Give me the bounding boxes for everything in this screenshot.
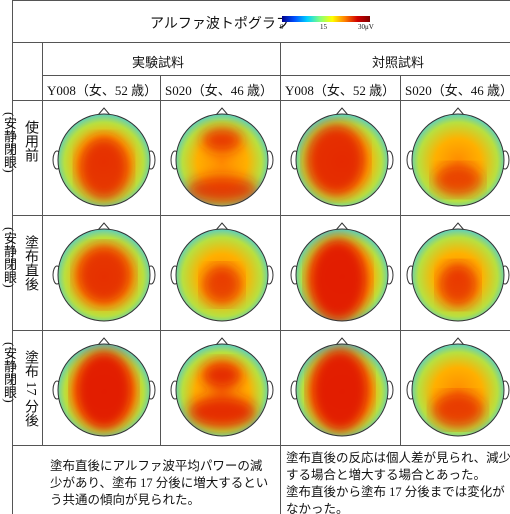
rule <box>12 100 510 101</box>
note: 塗布直後の反応は個人差が見られ、減少する場合と増大する場合とあった。 塗布直後から… <box>286 450 510 514</box>
topography-map <box>52 337 156 437</box>
group-header: 対照試料 <box>372 55 425 70</box>
topography-map <box>290 337 394 437</box>
rule <box>12 445 510 446</box>
row-label: 使用前 <box>23 120 38 162</box>
colorbar <box>282 16 370 22</box>
subject-header: S020（女、46 歳） <box>405 83 510 98</box>
subject-header: Y008（女、52 歳） <box>47 83 158 98</box>
title: アルファ波トポグラフ <box>150 17 290 32</box>
topography-map <box>52 107 156 207</box>
topography-map <box>290 107 394 207</box>
topography-map <box>406 337 510 437</box>
rule <box>400 75 401 445</box>
note: 塗布直後にアルファ波平均パワーの減少があり、塗布 17 分後に増大するという共通… <box>50 458 272 509</box>
colorbar-label: 15 <box>320 23 327 31</box>
note-text: 塗布直後から塗布 17 分後までは変化がなかった。 <box>286 485 505 514</box>
note-text: 塗布直後の反応は個人差が見られ、減少する場合と増大する場合とあった。 <box>286 451 510 482</box>
rule <box>12 330 510 331</box>
row-condition: (安静閉眼) <box>2 112 17 173</box>
rule <box>42 75 510 76</box>
subject-header: S020（女、46 歳） <box>165 83 273 98</box>
row-condition: (安静閉眼) <box>2 227 17 288</box>
topography-map <box>52 222 156 322</box>
rule <box>42 42 43 445</box>
topography-map <box>290 222 394 322</box>
topography-map <box>406 107 510 207</box>
subject-header: Y008（女、52 歳） <box>285 83 396 98</box>
colorbar-label: 0 <box>280 23 284 31</box>
colorbar-label: 30μV <box>358 23 374 31</box>
rule <box>12 42 510 43</box>
rule <box>12 215 510 216</box>
rule <box>12 0 510 1</box>
row-label: 塗布 17 分後 <box>23 350 38 427</box>
topography-map <box>170 337 274 437</box>
topography-map <box>170 222 274 322</box>
row-label: 塗布直後 <box>23 235 38 291</box>
rule <box>280 42 281 514</box>
row-condition: (安静閉眼) <box>2 342 17 403</box>
topography-map <box>170 107 274 207</box>
rule <box>160 75 161 445</box>
note-text: 塗布直後にアルファ波平均パワーの減少があり、塗布 17 分後に増大するという共通… <box>50 459 269 507</box>
topography-map <box>406 222 510 322</box>
group-header: 実験試料 <box>132 55 185 70</box>
rule <box>12 0 13 514</box>
